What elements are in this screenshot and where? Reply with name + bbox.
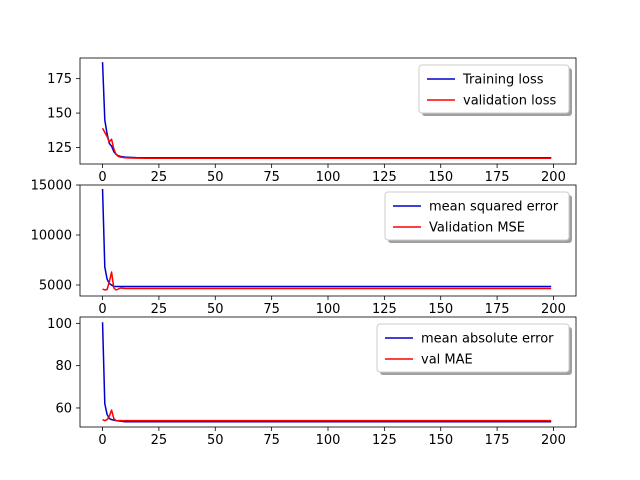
series-lines <box>101 322 552 423</box>
y-tick-label: 10000 <box>31 229 72 244</box>
x-tick-label: 50 <box>207 433 224 448</box>
legend-box <box>376 323 570 373</box>
y-tick-label: 150 <box>47 107 72 122</box>
x-tick-label: 125 <box>372 302 397 317</box>
legend-label-1: Training loss <box>462 73 544 88</box>
series-line-1 <box>101 188 552 288</box>
x-tick-label: 0 <box>98 433 106 448</box>
x-tick-label: 75 <box>263 302 280 317</box>
legend-box <box>418 64 570 114</box>
legend-label-1: mean squared error <box>429 200 559 215</box>
legend-label-2: Validation MSE <box>429 221 525 236</box>
subplot-3: 0 25 50 75 100 125 150 175 200 60 80 100 mean absolu… <box>47 316 577 448</box>
x-tick-label: 100 <box>316 170 341 185</box>
x-tick-label: 125 <box>372 170 397 185</box>
y-tick-label: 100 <box>47 317 72 332</box>
x-tick-label: 25 <box>151 302 168 317</box>
legend-box <box>384 191 570 241</box>
y-tick-label: 125 <box>47 141 72 156</box>
x-tick-label: 50 <box>207 170 224 185</box>
x-tick-label: 75 <box>263 170 280 185</box>
series-lines <box>101 188 552 291</box>
x-tick-label: 100 <box>316 302 341 317</box>
legend: mean absolute error val MAE <box>376 323 572 375</box>
series-line-1 <box>101 322 552 423</box>
x-tick-label: 50 <box>207 302 224 317</box>
x-tick-label: 150 <box>428 170 453 185</box>
x-tick-label: 75 <box>263 433 280 448</box>
x-tick-label: 25 <box>151 433 168 448</box>
y-tick-label: 15000 <box>31 179 72 194</box>
y-tick-label: 60 <box>55 401 72 416</box>
y-tick-label: 80 <box>55 359 72 374</box>
x-tick-label: 175 <box>485 170 510 185</box>
x-tick-label: 200 <box>541 302 566 317</box>
legend: mean squared error Validation MSE <box>384 191 572 243</box>
series-line-2 <box>102 409 552 422</box>
x-tick-label: 175 <box>485 302 510 317</box>
x-tick-label: 0 <box>98 302 106 317</box>
x-tick-label: 150 <box>428 433 453 448</box>
subplot-panels: 0 25 50 75 100 125 150 175 200 125 150 175 Training … <box>31 57 577 448</box>
y-tick-label: 175 <box>47 72 72 87</box>
series-lines <box>101 62 552 159</box>
x-tick-label: 200 <box>541 170 566 185</box>
x-tick-label: 150 <box>428 302 453 317</box>
x-tick-label: 200 <box>541 433 566 448</box>
legend-label-1: mean absolute error <box>421 332 554 347</box>
series-line-2 <box>101 127 552 159</box>
subplot-1: 0 25 50 75 100 125 150 175 200 125 150 175 Training … <box>47 57 577 185</box>
subplot-2: 0 25 50 75 100 125 150 175 200 5000 10000 15000 mean… <box>31 179 577 317</box>
x-tick-label: 25 <box>151 170 168 185</box>
legend-label-2: validation loss <box>463 94 556 109</box>
series-line-2 <box>102 271 552 291</box>
x-tick-label: 175 <box>485 433 510 448</box>
legend-label-2: val MAE <box>421 353 473 368</box>
y-tick-label: 5000 <box>39 279 72 294</box>
x-tick-label: 0 <box>98 170 106 185</box>
x-tick-label: 125 <box>372 433 397 448</box>
x-tick-label: 100 <box>316 433 341 448</box>
legend: Training loss validation loss <box>418 64 572 116</box>
